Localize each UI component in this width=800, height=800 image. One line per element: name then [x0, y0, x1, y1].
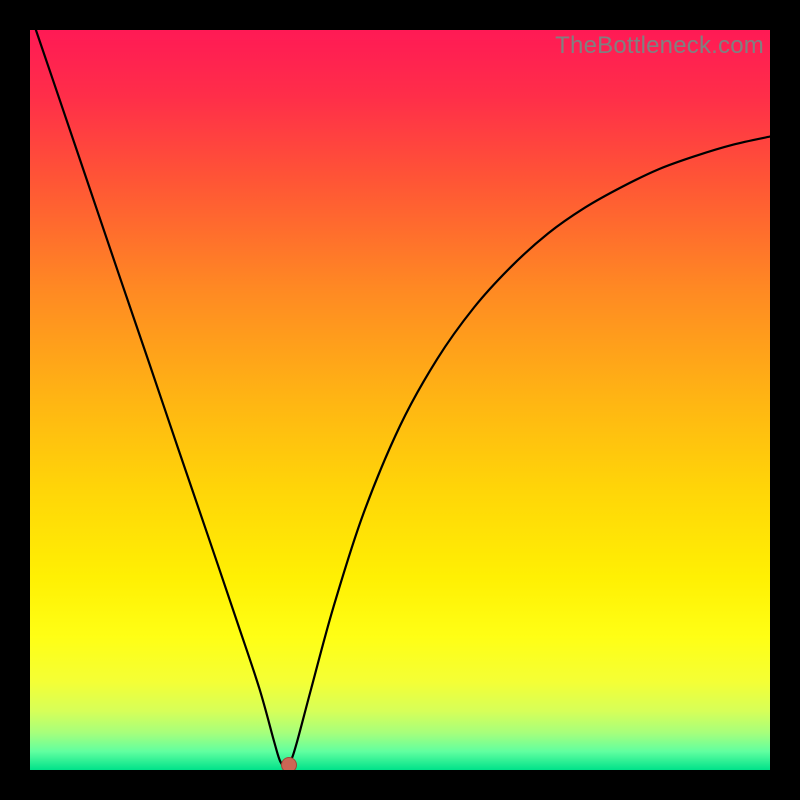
bottleneck-curve: [30, 30, 770, 770]
optimal-point-marker: [281, 757, 297, 770]
plot-area: TheBottleneck.com: [30, 30, 770, 770]
chart-frame: TheBottleneck.com: [0, 0, 800, 800]
